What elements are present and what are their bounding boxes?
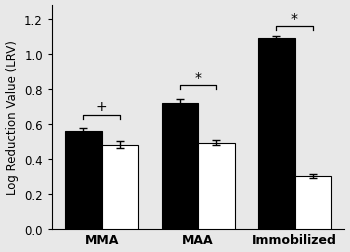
Text: +: + (96, 100, 107, 114)
Bar (102, 145, 138, 229)
Bar (162, 103, 198, 229)
Y-axis label: Log Reduction Value (LRV): Log Reduction Value (LRV) (6, 40, 19, 194)
Bar (65, 131, 102, 229)
Text: *: * (291, 12, 298, 26)
Bar (198, 143, 235, 229)
Bar (258, 39, 295, 229)
Bar (295, 176, 331, 229)
Text: *: * (195, 70, 202, 84)
